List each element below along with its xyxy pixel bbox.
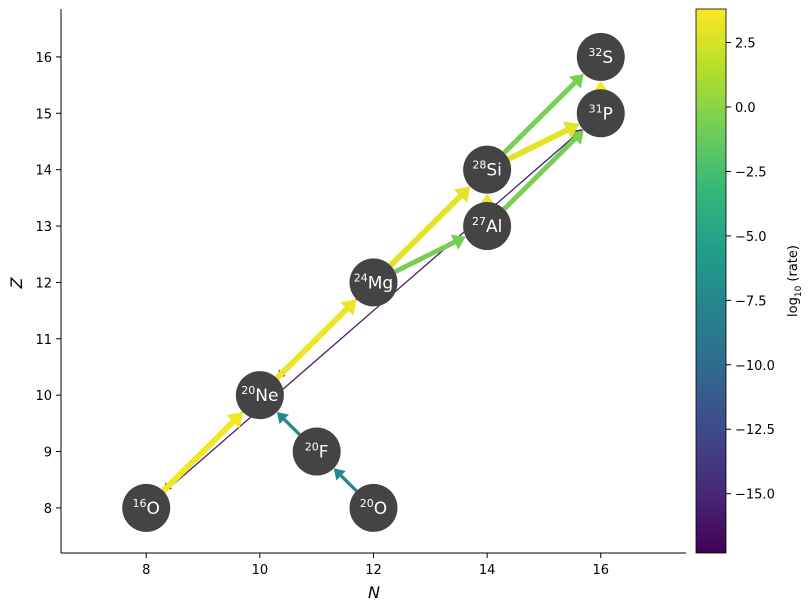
node-circle xyxy=(576,89,625,138)
node-O20: 20O xyxy=(349,483,398,532)
colorbar: 2.5 0.0 −2.5 −5.0 −7.5 −10.0 −12.5 −15.0 log10 … xyxy=(695,8,804,554)
node-S32: 32S xyxy=(576,32,625,81)
x-tick-label: 12 xyxy=(365,563,382,578)
nucleus-nodes: 16O 20Ne 20F 20O 24Mg 28Si 27Al 31P 32S xyxy=(122,32,625,532)
colorbar-tick-label: −10.0 xyxy=(735,359,775,374)
y-tick-label: 9 xyxy=(44,446,52,461)
node-label-Al27: 27Al xyxy=(472,215,502,237)
x-tick-label: 14 xyxy=(479,563,496,578)
reaction-edge-O16-Ne20 xyxy=(161,412,243,494)
node-label-P31: 31P xyxy=(589,102,613,124)
reaction-edge-F20-Ne20 xyxy=(276,412,301,436)
node-label-F20: 20F xyxy=(305,441,329,463)
y-tick-label: 14 xyxy=(35,164,52,179)
node-Al27: 27Al xyxy=(463,202,512,251)
y-ticks: 8 9 10 11 12 13 14 15 16 xyxy=(35,51,61,517)
colorbar-tick-label: 2.5 xyxy=(735,37,756,52)
node-Si28: 28Si xyxy=(463,145,512,194)
reaction-edge-Mg24-Si28 xyxy=(388,186,471,268)
y-axis-label: Z xyxy=(7,276,26,289)
reaction-edge-Si28-P31 xyxy=(507,121,580,162)
x-tick-label: 10 xyxy=(252,563,269,578)
colorbar-tick-label: 0.0 xyxy=(735,101,756,116)
node-label-Si28: 28Si xyxy=(472,159,502,181)
node-circle xyxy=(292,427,341,476)
y-tick-label: 8 xyxy=(44,502,52,517)
colorbar-ticks: 2.5 0.0 −2.5 −5.0 −7.5 −10.0 −12.5 −15.0 xyxy=(726,37,775,503)
colorbar-tick-label: −5.0 xyxy=(735,230,767,245)
node-circle xyxy=(463,145,512,194)
colorbar-tick-label: −12.5 xyxy=(735,423,775,438)
y-tick-label: 10 xyxy=(35,389,52,404)
node-label-Mg24: 24Mg xyxy=(354,271,393,293)
reaction-edge-O20-F20 xyxy=(333,468,358,493)
reaction-edge-O16-P31 xyxy=(163,129,583,493)
node-P31: 31P xyxy=(576,89,625,138)
node-O16: 16O xyxy=(122,483,171,532)
node-circle xyxy=(349,258,398,307)
node-F20: 20F xyxy=(292,427,341,476)
node-circle xyxy=(463,202,512,251)
reaction-edge-Si28-S32 xyxy=(502,73,584,155)
node-label-O20: 20O xyxy=(360,497,387,519)
colorbar-tick-label: −15.0 xyxy=(735,488,775,503)
node-circle xyxy=(349,483,398,532)
node-Ne20: 20Ne xyxy=(235,371,284,420)
x-tick-label: 8 xyxy=(142,563,150,578)
y-tick-label: 16 xyxy=(35,51,52,66)
colorbar-label: log10 (rate) xyxy=(786,245,804,317)
reaction-edges xyxy=(161,73,611,494)
x-tick-label: 16 xyxy=(592,563,609,578)
node-circle xyxy=(576,32,625,81)
node-label-Ne20: 20Ne xyxy=(241,384,278,406)
colorbar-tick-label: −7.5 xyxy=(735,294,767,309)
node-label-S32: 32S xyxy=(588,46,613,68)
colorbar-gradient xyxy=(695,8,727,554)
node-label-O16: 16O xyxy=(133,497,160,519)
y-tick-label: 13 xyxy=(35,220,52,235)
node-Mg24: 24Mg xyxy=(349,258,398,307)
reaction-edge-Ne20-Mg24 xyxy=(274,299,357,381)
node-circle xyxy=(235,371,284,420)
colorbar-tick-label: −2.5 xyxy=(735,165,767,180)
y-tick-label: 11 xyxy=(35,333,52,348)
reaction-edge-Mg24-Al27 xyxy=(393,234,466,274)
y-tick-label: 12 xyxy=(35,276,52,291)
x-axis-label: N xyxy=(368,583,380,602)
node-circle xyxy=(122,483,171,532)
x-ticks: 8 10 12 14 16 xyxy=(142,553,609,578)
y-tick-label: 15 xyxy=(35,107,52,122)
